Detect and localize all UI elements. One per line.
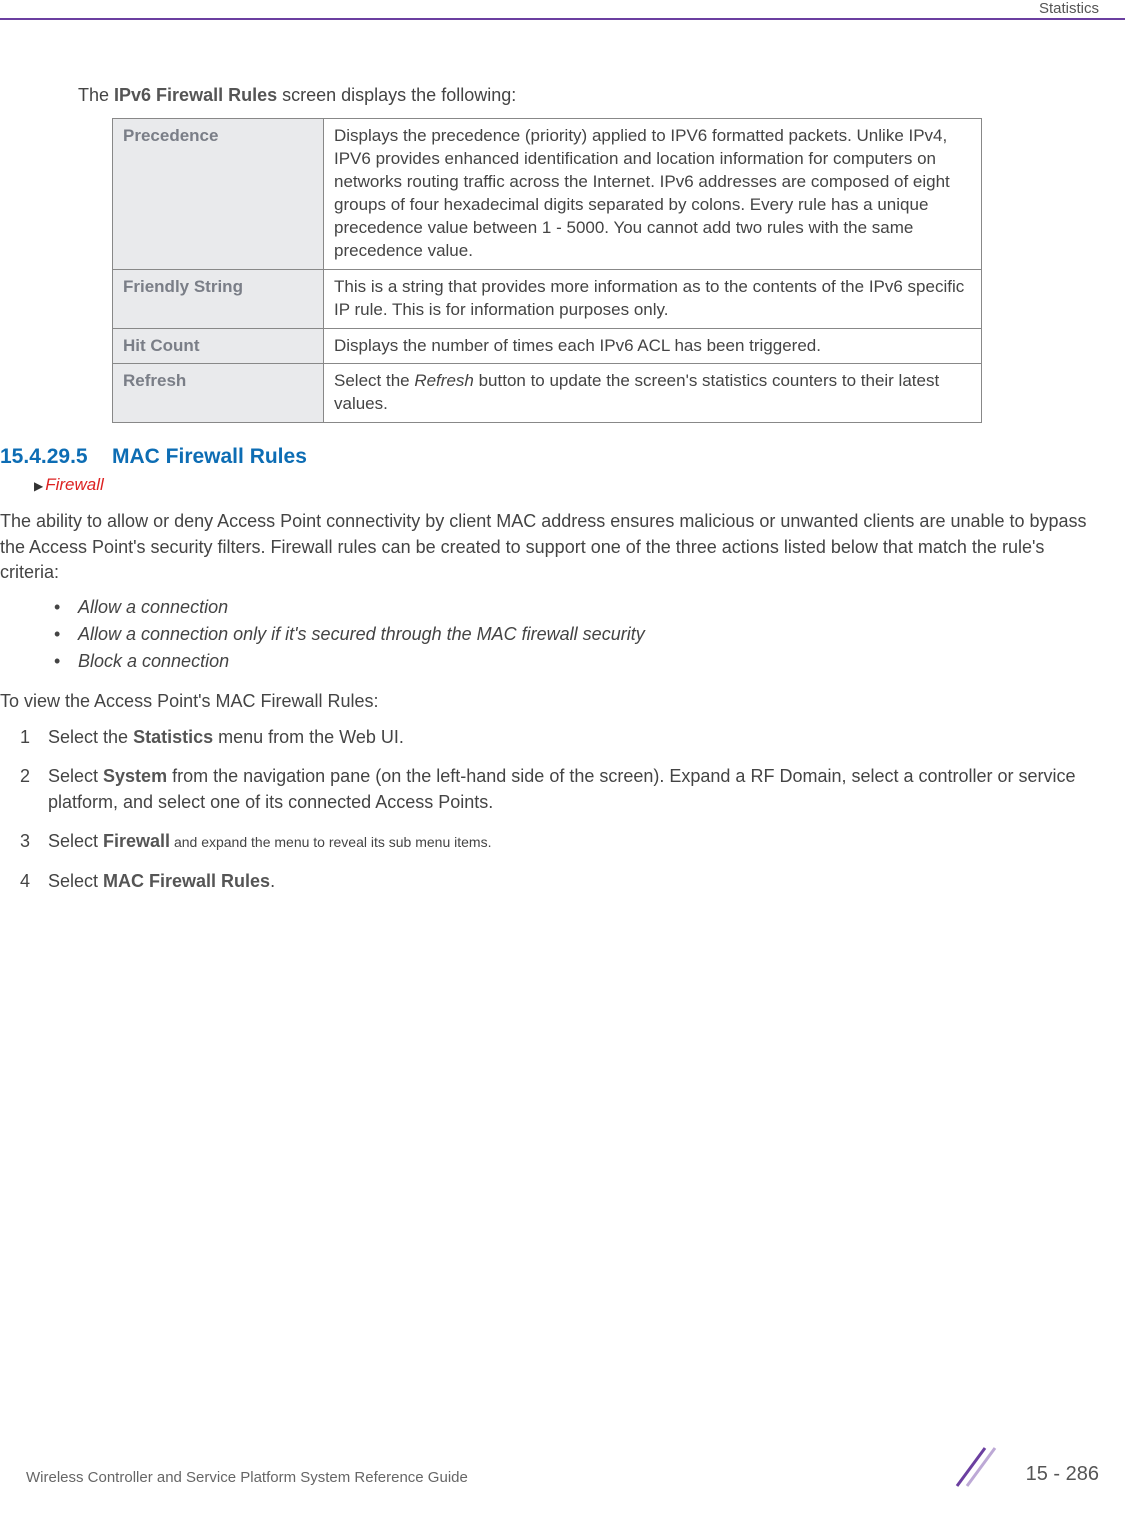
steps-list: Select the Statistics menu from the Web … [0,725,1099,895]
intro-line: The IPv6 Firewall Rules screen displays … [78,85,1099,106]
desc-prefix: Select the [334,371,414,390]
footer-page-number: 15 - 286 [1026,1463,1099,1486]
desc-cell: Displays the number of times each IPv6 A… [324,328,982,364]
header-section-label: Statistics [1039,0,1099,17]
step-pre: Select [48,871,103,891]
actions-list: Allow a connection Allow a connection on… [54,594,1099,675]
firewall-link[interactable]: Firewall [45,475,104,494]
triangle-right-icon: ▶ [34,479,43,493]
step-item: Select MAC Firewall Rules. [0,869,1099,895]
desc-cell: This is a string that provides more info… [324,269,982,328]
footer-guide-title: Wireless Controller and Service Platform… [26,1469,468,1486]
step-post: menu from the Web UI. [213,727,404,747]
term-cell: Refresh [113,364,324,423]
desc-cell: Displays the precedence (priority) appli… [324,119,982,270]
list-item: Allow a connection [54,594,1099,621]
section-title: MAC Firewall Rules [112,445,307,468]
intro-bold: IPv6 Firewall Rules [114,85,277,105]
step-pre: Select [48,831,103,851]
step-bold: MAC Firewall Rules [103,871,270,891]
step-bold: Firewall [103,831,170,851]
desc-italic: Refresh [414,371,474,390]
step-post: and expand the menu to reveal its sub me… [170,834,491,850]
section-number-title: 15.4.29.5MAC Firewall Rules [0,445,1099,469]
breadcrumb: ▶Firewall [34,475,1099,495]
step-item: Select the Statistics menu from the Web … [0,725,1099,751]
step-post: from the navigation pane (on the left-ha… [48,766,1076,812]
definitions-table: Precedence Displays the precedence (prio… [112,118,982,423]
list-item: Block a connection [54,648,1099,675]
page-content: The IPv6 Firewall Rules screen displays … [0,85,1125,908]
intro-suffix: screen displays the following: [277,85,516,105]
paragraph-1: The ability to allow or deny Access Poin… [0,509,1099,586]
step-bold: System [103,766,167,786]
term-cell: Friendly String [113,269,324,328]
section-heading: 15.4.29.5MAC Firewall Rules ▶Firewall [0,445,1099,495]
table-row: Hit Count Displays the number of times e… [113,328,982,364]
step-pre: Select [48,766,103,786]
step-bold: Statistics [133,727,213,747]
footer-slash-icon [949,1446,999,1488]
list-item: Allow a connection only if it's secured … [54,621,1099,648]
step-pre: Select the [48,727,133,747]
desc-cell: Select the Refresh button to update the … [324,364,982,423]
table-row: Precedence Displays the precedence (prio… [113,119,982,270]
table-row: Refresh Select the Refresh button to upd… [113,364,982,423]
section-number: 15.4.29.5 [0,445,112,469]
paragraph-2: To view the Access Point's MAC Firewall … [0,689,1099,715]
term-cell: Hit Count [113,328,324,364]
header-rule [0,18,1125,20]
term-cell: Precedence [113,119,324,270]
intro-prefix: The [78,85,114,105]
step-post: . [270,871,275,891]
page-footer: Wireless Controller and Service Platform… [26,1446,1099,1486]
step-item: Select System from the navigation pane (… [0,764,1099,815]
table-row: Friendly String This is a string that pr… [113,269,982,328]
step-item: Select Firewall and expand the menu to r… [0,829,1099,855]
